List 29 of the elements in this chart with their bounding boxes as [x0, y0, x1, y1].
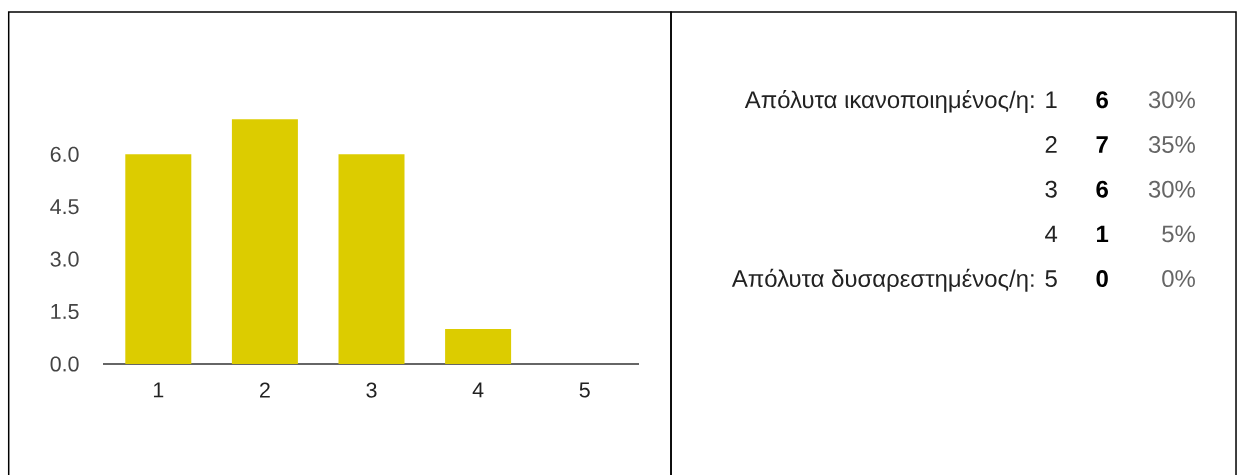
- category-label: 2: [1045, 136, 1057, 153]
- data-label: 0: [1096, 270, 1108, 288]
- y-tick-label: 3.0: [50, 251, 79, 267]
- category-label: 4: [1045, 225, 1058, 243]
- data-label: 6: [1096, 180, 1108, 198]
- y-tick-label: 4.5: [50, 199, 79, 215]
- text: 35%: [1148, 136, 1195, 153]
- text: 30%: [1148, 91, 1195, 109]
- x-tick-label: 4: [472, 382, 484, 398]
- y-tick-label: 0.0: [50, 356, 79, 372]
- y-tick-label: 1.5: [51, 304, 79, 320]
- data-label: 1: [1097, 225, 1109, 243]
- text: 0%: [1162, 270, 1195, 288]
- y-tick-label: 6.0: [50, 146, 79, 162]
- bar: [445, 329, 512, 364]
- x-tick-label: 5: [579, 382, 590, 398]
- bar: [231, 119, 298, 364]
- bar: [338, 154, 405, 364]
- category-label: Απόλυτα δυσαρεστημένος/η: 5: [731, 268, 1057, 292]
- text: 30%: [1148, 180, 1195, 198]
- x-tick-label: 1: [153, 382, 164, 398]
- category-label: Απόλυτα ικανοποιημένος/η: 1: [744, 89, 1057, 113]
- bar: [125, 154, 192, 364]
- data-label: 6: [1096, 91, 1108, 109]
- data-label: 7: [1096, 136, 1108, 153]
- category-label: 3: [1045, 180, 1057, 198]
- text: 5%: [1162, 225, 1195, 243]
- x-tick-label: 2: [260, 382, 270, 398]
- x-tick-label: 3: [366, 382, 377, 398]
